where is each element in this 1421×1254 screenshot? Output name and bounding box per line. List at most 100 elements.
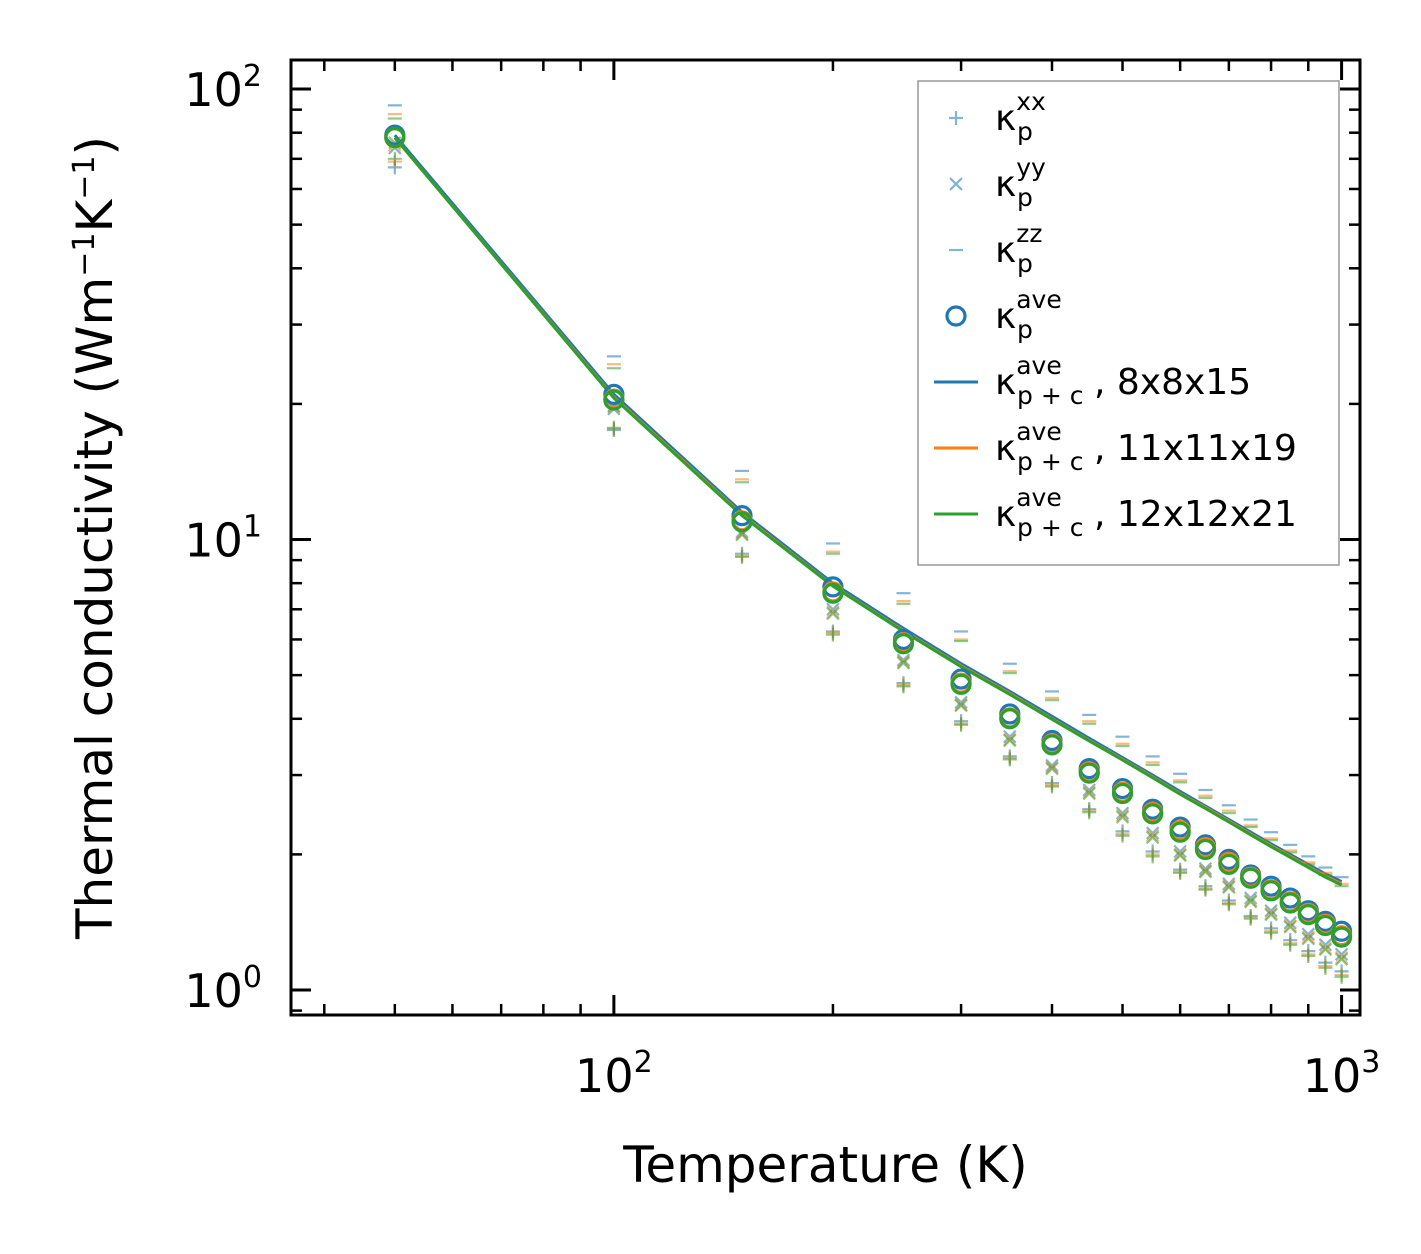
kappa-ave-point — [999, 708, 1021, 730]
kappa-ave-point — [384, 127, 406, 149]
legend-label-sub: p — [1017, 315, 1033, 344]
y-axis-label: Thermal conductivity (Wm−1K−1) — [66, 136, 124, 940]
kappa-yy-point — [1198, 865, 1213, 879]
legend-label-sub: p — [1017, 249, 1033, 278]
kappa-yy-point — [1082, 786, 1096, 801]
legend-label-base: κ — [995, 230, 1016, 271]
kappa-ave-point — [1330, 926, 1353, 948]
kappa-xx-point — [1145, 849, 1160, 864]
kappa-yy-point — [1264, 907, 1278, 922]
kappa-ave-point — [1041, 734, 1063, 756]
kappa-pc-ave-line — [393, 136, 1343, 887]
kappa-ave-point — [1194, 838, 1217, 861]
kappa-yy-point — [1145, 826, 1160, 840]
kappa-yy-point — [1173, 848, 1187, 863]
kappa-yy-point — [1334, 947, 1349, 962]
kappa-xx-point — [387, 151, 402, 166]
legend-label-suffix: , 11x11x19 — [1094, 428, 1297, 469]
legend-label-sub: p — [1017, 183, 1033, 212]
x-tick-label-exp: 2 — [634, 1045, 653, 1080]
x-tick-label-base: 10 — [575, 1049, 634, 1103]
kappa-xx-point — [735, 549, 750, 564]
kappa-xx-point — [606, 420, 621, 435]
y-axis-label-main: Thermal conductivity (Wm — [66, 277, 124, 940]
legend-label-base: κ — [995, 494, 1016, 535]
ticks-layer — [291, 60, 1360, 1015]
y-axis-label-end: ) — [66, 136, 124, 156]
kappa-xx-point — [1002, 752, 1017, 767]
kappa-yy-point — [1045, 761, 1059, 776]
kappa-ave-point — [950, 673, 972, 695]
kappa-xx-point — [1264, 925, 1279, 940]
y-axis-label-exp1: −1 — [67, 233, 102, 277]
legend-label-suffix: , 8x8x15 — [1094, 362, 1251, 403]
kappa-ave-point — [603, 389, 625, 411]
kappa-xx-point — [1334, 969, 1349, 984]
kappa-xx-point — [1173, 865, 1188, 880]
kappa-yy-point — [1003, 733, 1017, 748]
kappa-xx-point — [1115, 828, 1130, 843]
kappa-xx-point — [954, 717, 969, 732]
kappa-ave-point — [1169, 821, 1191, 843]
kappa-xx-point — [825, 627, 840, 642]
kappa-xx-point — [1318, 960, 1333, 975]
kappa-xx-point — [1283, 937, 1298, 952]
legend-label-sub: p — [1017, 117, 1033, 146]
kappa-yy-point — [1115, 810, 1130, 824]
y-tick-label-base: 10 — [184, 964, 243, 1018]
legend-label: κave p + c , 8x8x15 — [995, 351, 1251, 410]
kappa-yy-point — [1264, 903, 1278, 918]
legend-label-sup: ave — [1016, 483, 1062, 512]
x-tick-label: 102 — [575, 1045, 653, 1103]
legend-label-sub: p + c — [1017, 513, 1083, 542]
legend-label: κzz p — [995, 219, 1042, 278]
kappa-yy-point — [1145, 830, 1160, 845]
legend-label-sub: p + c — [1017, 447, 1083, 476]
kappa-xx-point — [1301, 948, 1316, 963]
legend-label: κave p + c , 11x11x19 — [995, 417, 1297, 476]
kappa-yy-point — [1283, 920, 1297, 934]
kappa-ave-point — [1314, 914, 1336, 937]
kappa-xx-point — [1082, 805, 1097, 820]
kappa-yy-point — [896, 656, 911, 670]
series-layer — [384, 104, 1353, 984]
legend-label-sup: ave — [1016, 285, 1062, 314]
kappa-yy-point — [1222, 877, 1236, 891]
kappa-xx-point — [896, 679, 911, 694]
kappa-xx-point — [1045, 779, 1059, 794]
legend-label-suffix: , 12x12x21 — [1094, 494, 1297, 535]
legend-label: κave p + c , 12x12x21 — [995, 483, 1297, 542]
y-tick-label: 102 — [184, 59, 262, 117]
kappa-yy-point — [1301, 931, 1316, 946]
kappa-ave-point — [892, 633, 915, 655]
kappa-ave-point — [1260, 880, 1282, 902]
kappa-yy-point — [1318, 938, 1333, 952]
kappa-yy-point — [1198, 861, 1213, 876]
y-tick-label-exp: 2 — [243, 59, 262, 94]
kappa-yy-point — [954, 698, 968, 713]
kappa-xx-point — [1221, 897, 1236, 912]
kappa-yy-point — [826, 606, 840, 621]
y-tick-label-exp: 1 — [243, 510, 262, 545]
mesh-average-12x12x21 — [384, 127, 1353, 948]
kappa-yy-point — [1222, 880, 1236, 895]
kappa-yy-point — [1115, 808, 1130, 823]
legend-label-sub: p + c — [1017, 381, 1083, 410]
kappa-yy-point — [1334, 952, 1349, 967]
legend-label-base: κ — [995, 362, 1016, 403]
kappa-ave-point — [1279, 892, 1301, 914]
legend-label-base: κ — [995, 296, 1016, 337]
kappa-ave-point — [1240, 867, 1262, 889]
legend-label: κave p — [995, 285, 1062, 344]
y-tick-label-base: 10 — [184, 63, 243, 117]
kappa-ave-point — [731, 511, 753, 533]
y-tick-label: 100 — [184, 960, 262, 1018]
kappa-yy-point — [1318, 941, 1333, 955]
x-tick-label: 103 — [1303, 1045, 1381, 1103]
kappa-yy-point — [1243, 895, 1258, 909]
kappa-ave-point — [1078, 762, 1100, 784]
kappa-xx-point — [1198, 882, 1213, 897]
kappa-ave-point — [1218, 853, 1240, 876]
